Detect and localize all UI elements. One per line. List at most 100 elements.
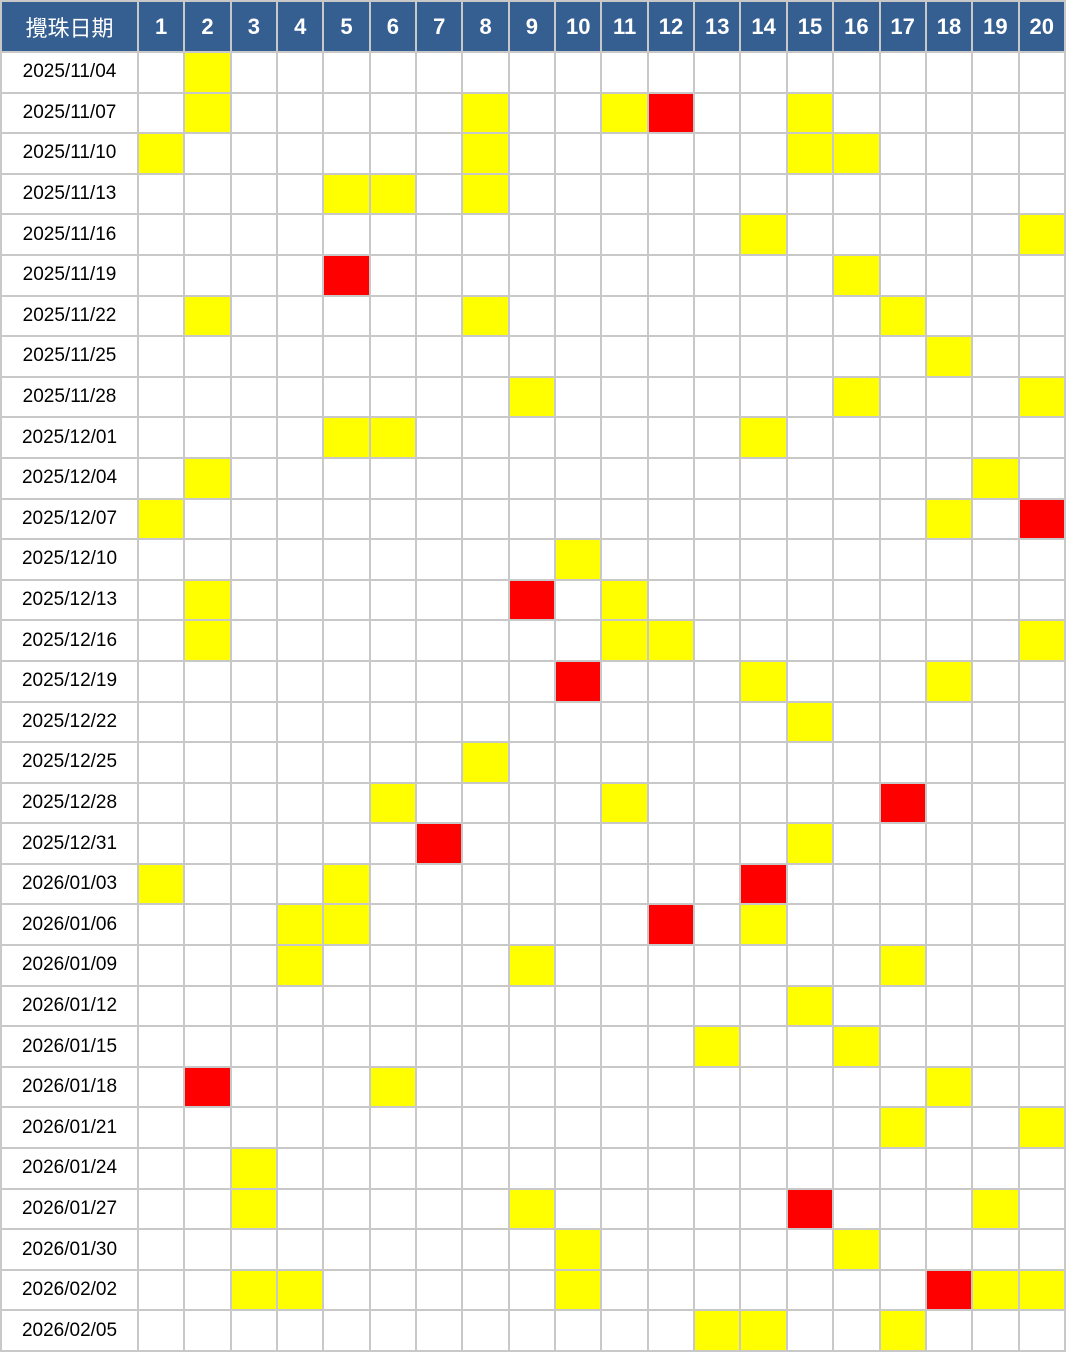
number-cell-9-empty: [507, 416, 557, 459]
number-cell-16-empty: [832, 1187, 881, 1231]
number-cell-16-empty: [832, 1147, 881, 1190]
number-cell-16-empty: [832, 619, 881, 662]
number-cell-1-empty: [136, 538, 186, 581]
table-row: 2025/11/07: [0, 91, 1066, 135]
number-cell-14-empty: [739, 944, 788, 987]
number-cell-8-empty: [461, 497, 510, 541]
table-row: 2026/01/09: [0, 944, 1066, 987]
number-cell-16-empty: [832, 1065, 881, 1109]
number-cell-6-empty: [368, 132, 418, 175]
number-cell-14-empty: [739, 335, 788, 378]
number-cell-3-empty: [229, 51, 279, 94]
number-cell-2-empty: [183, 1309, 232, 1352]
number-cell-15-empty: [785, 944, 835, 987]
number-cell-13-empty: [693, 335, 742, 378]
number-cell-5-empty: [322, 822, 371, 865]
number-cell-6-empty: [368, 984, 418, 1028]
number-cell-10-empty: [554, 1025, 603, 1068]
number-cell-6-empty: [368, 1228, 418, 1271]
number-cell-18-empty: [924, 944, 974, 987]
number-cell-11-empty: [600, 659, 649, 703]
number-cell-3-empty: [229, 781, 279, 825]
number-cell-18-empty: [924, 132, 974, 175]
number-cell-14-empty: [739, 1268, 788, 1312]
number-cell-19-empty: [971, 578, 1020, 622]
number-cell-15-empty: [785, 659, 835, 703]
number-cell-1-empty: [136, 1106, 186, 1150]
number-cell-2-empty: [183, 497, 232, 541]
number-cell-16-yellow: [832, 1228, 881, 1271]
number-cell-17-empty: [878, 132, 927, 175]
number-cell-18-yellow: [924, 335, 974, 378]
number-cell-10-empty: [554, 1065, 603, 1109]
number-cell-12-empty: [646, 984, 696, 1028]
number-cell-5-empty: [322, 578, 371, 622]
draw-date-cell: 2026/01/03: [0, 862, 139, 906]
number-cell-14-empty: [739, 1187, 788, 1231]
number-cell-17-empty: [878, 91, 927, 135]
number-column-header: 8: [461, 0, 510, 53]
number-cell-1-empty: [136, 659, 186, 703]
number-cell-10-empty: [554, 497, 603, 541]
draw-date-cell: 2025/11/25: [0, 335, 139, 378]
number-cell-10-empty: [554, 1106, 603, 1150]
number-cell-2-yellow: [183, 91, 232, 135]
number-cell-1-empty: [136, 903, 186, 947]
number-cell-13-empty: [693, 253, 742, 297]
number-cell-18-empty: [924, 984, 974, 1028]
table-row: 2026/01/27: [0, 1187, 1066, 1231]
number-cell-14-yellow: [739, 1309, 788, 1352]
number-cell-19-empty: [971, 294, 1020, 338]
number-cell-13-empty: [693, 51, 742, 94]
number-cell-17-empty: [878, 456, 927, 500]
number-cell-2-empty: [183, 944, 232, 987]
draw-date-cell: 2025/12/04: [0, 456, 139, 500]
number-cell-13-empty: [693, 91, 742, 135]
number-cell-4-empty: [276, 862, 325, 906]
table-row: 2025/12/31: [0, 822, 1066, 865]
number-cell-5-empty: [322, 1309, 371, 1352]
number-cell-9-empty: [507, 538, 557, 581]
number-cell-15-empty: [785, 1065, 835, 1109]
number-cell-6-yellow: [368, 781, 418, 825]
number-cell-8-yellow: [461, 294, 510, 338]
number-cell-8-empty: [461, 659, 510, 703]
number-cell-2-empty: [183, 1025, 232, 1068]
number-cell-4-empty: [276, 1187, 325, 1231]
number-cell-8-empty: [461, 619, 510, 662]
number-cell-4-empty: [276, 1228, 325, 1271]
number-cell-3-empty: [229, 91, 279, 135]
number-cell-9-empty: [507, 1268, 557, 1312]
number-column-header: 15: [785, 0, 835, 53]
number-cell-6-empty: [368, 294, 418, 338]
number-cell-20-empty: [1017, 172, 1066, 216]
number-cell-6-yellow: [368, 416, 418, 459]
number-cell-15-empty: [785, 456, 835, 500]
number-cell-20-empty: [1017, 984, 1066, 1028]
number-cell-4-empty: [276, 335, 325, 378]
number-cell-11-empty: [600, 132, 649, 175]
number-cell-13-empty: [693, 659, 742, 703]
table-row: 2025/12/22: [0, 700, 1066, 744]
number-cell-8-empty: [461, 1025, 510, 1068]
number-cell-20-empty: [1017, 700, 1066, 744]
number-cell-2-empty: [183, 1147, 232, 1190]
number-cell-19-empty: [971, 781, 1020, 825]
number-cell-5-empty: [322, 1065, 371, 1109]
number-cell-11-empty: [600, 700, 649, 744]
number-cell-3-empty: [229, 741, 279, 784]
number-cell-18-empty: [924, 700, 974, 744]
number-cell-4-empty: [276, 578, 325, 622]
number-cell-1-empty: [136, 741, 186, 784]
number-cell-15-empty: [785, 51, 835, 94]
number-cell-16-empty: [832, 741, 881, 784]
number-cell-1-empty: [136, 375, 186, 419]
table-row: 2025/12/19: [0, 659, 1066, 703]
number-cell-18-empty: [924, 91, 974, 135]
number-cell-17-yellow: [878, 294, 927, 338]
number-cell-18-empty: [924, 456, 974, 500]
number-cell-3-empty: [229, 578, 279, 622]
number-cell-11-yellow: [600, 91, 649, 135]
number-cell-4-empty: [276, 1309, 325, 1352]
number-cell-17-empty: [878, 578, 927, 622]
